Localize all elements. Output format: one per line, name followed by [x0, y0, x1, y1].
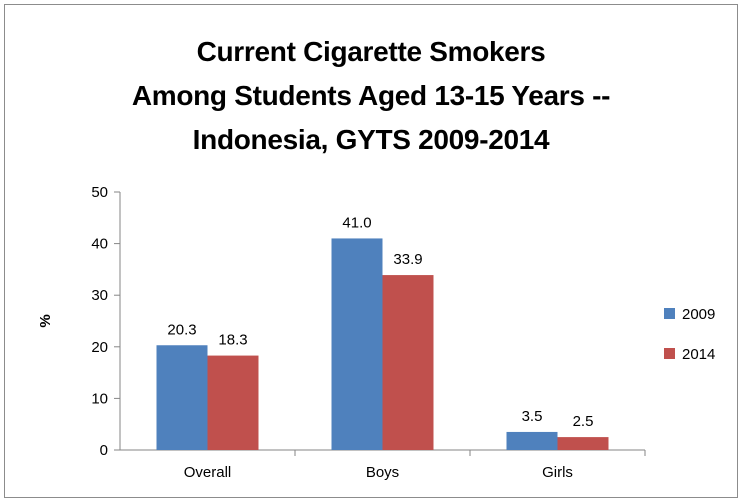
chart-title-line-3: Indonesia, GYTS 2009-2014 [192, 124, 550, 155]
x-tick-label: Boys [366, 464, 399, 481]
y-tick-label: 40 [91, 236, 108, 253]
data-label: 41.0 [342, 214, 371, 231]
bar-2009-overall [156, 345, 208, 450]
legend-label: 2009 [682, 306, 715, 323]
chart-title-line-2: Among Students Aged 13-15 Years -- [131, 80, 611, 111]
data-label: 2.5 [573, 413, 594, 430]
data-label: 33.9 [393, 251, 422, 268]
legend-label: 2014 [682, 346, 715, 363]
y-tick-label: 50 [91, 184, 108, 201]
y-tick-label: 0 [100, 442, 108, 459]
bar-2014-overall [207, 355, 259, 450]
data-label: 3.5 [522, 408, 543, 425]
bar-2009-boys [331, 238, 383, 450]
y-axis-label: % [37, 314, 54, 327]
data-label: 20.3 [167, 321, 196, 338]
legend-swatch-2014 [664, 348, 675, 359]
bar-2009-girls [506, 431, 558, 450]
bar-2014-girls [557, 437, 609, 450]
chart-title: Current Cigarette Smokers Among Students… [0, 30, 742, 162]
y-tick-label: 10 [91, 390, 108, 407]
chart-title-line-1: Current Cigarette Smokers [196, 36, 546, 67]
data-label: 18.3 [218, 332, 247, 349]
bar-2014-boys [382, 275, 434, 450]
legend-swatch-2009 [664, 308, 675, 319]
y-tick-label: 20 [91, 339, 108, 356]
y-tick-label: 30 [91, 287, 108, 304]
x-tick-label: Girls [542, 464, 573, 481]
x-tick-label: Overall [184, 464, 232, 481]
